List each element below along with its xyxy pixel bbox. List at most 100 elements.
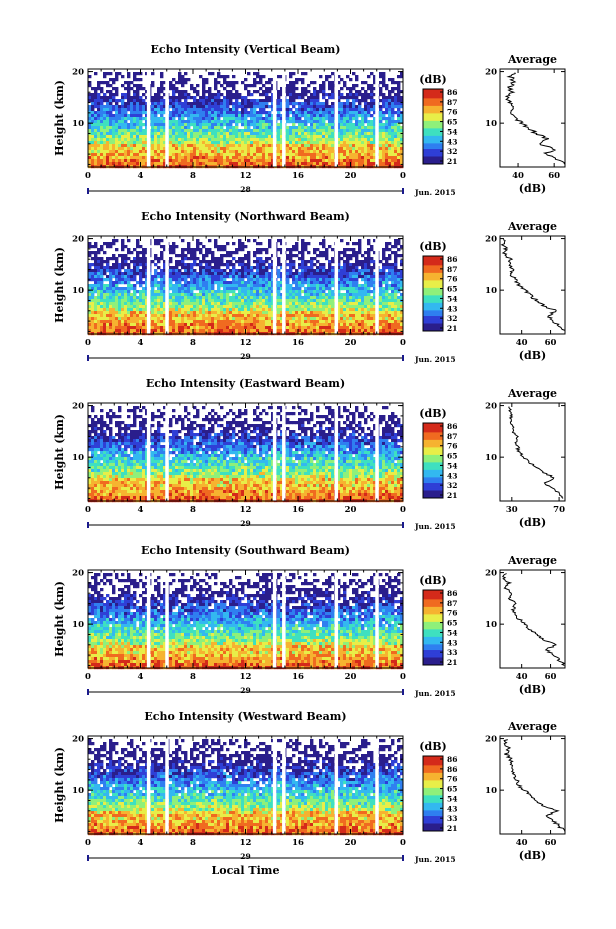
heatmap-cell <box>145 302 149 306</box>
heatmap-cell <box>214 147 218 151</box>
heatmap-cell <box>91 284 95 288</box>
heatmap-cell <box>214 153 218 157</box>
heatmap-cell <box>199 278 203 282</box>
heatmap-cell <box>379 153 383 157</box>
heatmap-cell <box>127 114 131 118</box>
heatmap-cell <box>241 153 245 157</box>
heatmap-cell <box>88 308 92 312</box>
heatmap-cell <box>160 105 164 109</box>
heatmap-cell <box>244 123 248 127</box>
heatmap-cell <box>100 290 104 294</box>
heatmap-cell <box>211 266 215 270</box>
heatmap-cell <box>106 102 110 106</box>
heatmap-cell <box>307 150 311 154</box>
heatmap-cell <box>181 296 185 300</box>
heatmap-cell <box>307 284 311 288</box>
heatmap-cell <box>385 296 389 300</box>
heatmap-cell <box>379 129 383 133</box>
heatmap-cell <box>268 129 272 133</box>
heatmap-cell <box>205 117 209 121</box>
heatmap-cell <box>124 114 128 118</box>
heatmap-cell <box>298 275 302 279</box>
heatmap-cell <box>118 153 122 157</box>
heatmap-cell <box>388 117 392 121</box>
heatmap-cell <box>364 147 368 151</box>
heatmap-cell <box>130 302 134 306</box>
heatmap-cell <box>328 153 332 157</box>
heatmap-cell <box>154 111 158 115</box>
heatmap-cell <box>307 147 311 151</box>
heatmap-cell <box>103 144 107 148</box>
heatmap-cell <box>289 302 293 306</box>
heatmap-cell <box>304 135 308 139</box>
heatmap-cell <box>343 260 347 264</box>
heatmap-cell <box>400 156 404 160</box>
heatmap-cell <box>322 242 326 246</box>
heatmap-cell <box>139 138 143 142</box>
heatmap-cell <box>397 296 401 300</box>
heatmap-cell <box>232 287 236 291</box>
heatmap-cell <box>139 311 143 315</box>
data-gap <box>146 69 151 167</box>
heatmap-cell <box>292 144 296 148</box>
heatmap-cell <box>355 150 359 154</box>
heatmap-cell <box>133 102 137 106</box>
heatmap-cell <box>112 254 116 258</box>
heatmap-cell <box>205 305 209 309</box>
heatmap-cell <box>394 263 398 267</box>
heatmap-cell <box>256 284 260 288</box>
heatmap-cell <box>190 153 194 157</box>
heatmap-cell <box>205 284 209 288</box>
heatmap-cell <box>172 93 176 97</box>
heatmap-cell <box>295 93 299 97</box>
heatmap-cell <box>262 293 266 297</box>
heatmap-cell <box>172 78 176 82</box>
heatmap-cell <box>346 96 350 100</box>
heatmap-cell <box>169 266 173 270</box>
heatmap-cell <box>253 114 257 118</box>
heatmap-cell <box>175 114 179 118</box>
heatmap-cell <box>178 72 182 76</box>
heatmap-cell <box>214 242 218 246</box>
heatmap-cell <box>235 302 239 306</box>
heatmap-cell <box>97 147 101 151</box>
heatmap-cell <box>319 290 323 294</box>
heatmap-cell <box>280 293 284 297</box>
heatmap-cell <box>106 141 110 145</box>
heatmap-cell <box>325 296 329 300</box>
heatmap-cell <box>304 147 308 151</box>
heatmap-cell <box>202 93 206 97</box>
heatmap-cell <box>88 251 92 255</box>
heatmap-cell <box>397 111 401 115</box>
heatmap-cell <box>151 305 155 309</box>
heatmap-cell <box>133 284 137 288</box>
heatmap-cell <box>325 141 329 145</box>
heatmap-cell <box>277 248 281 252</box>
heatmap-cell <box>139 302 143 306</box>
heatmap-cell <box>163 156 167 160</box>
heatmap-cell <box>295 254 299 258</box>
heatmap-cell <box>394 293 398 297</box>
heatmap-cell <box>379 81 383 85</box>
heatmap-cell <box>94 156 98 160</box>
heatmap-cell <box>319 105 323 109</box>
colorbar-segment <box>423 150 443 154</box>
heatmap-cell <box>172 153 176 157</box>
heatmap-cell <box>370 248 374 252</box>
heatmap-cell <box>163 305 167 309</box>
heatmap-cell <box>130 147 134 151</box>
heatmap-cell <box>112 275 116 279</box>
heatmap-cell <box>190 257 194 261</box>
heatmap-cell <box>352 159 356 163</box>
heatmap-cell <box>211 311 215 315</box>
heatmap-cell <box>322 287 326 291</box>
heatmap-cell <box>208 135 212 139</box>
colorbar-tick-label: 76 <box>447 108 457 117</box>
heatmap-cell <box>262 269 266 273</box>
heatmap-cell <box>103 108 107 112</box>
heatmap-cell <box>352 290 356 294</box>
heatmap-cell <box>292 266 296 270</box>
heatmap-cell <box>91 150 95 154</box>
heatmap-cell <box>388 263 392 267</box>
heatmap-cell <box>142 281 146 285</box>
